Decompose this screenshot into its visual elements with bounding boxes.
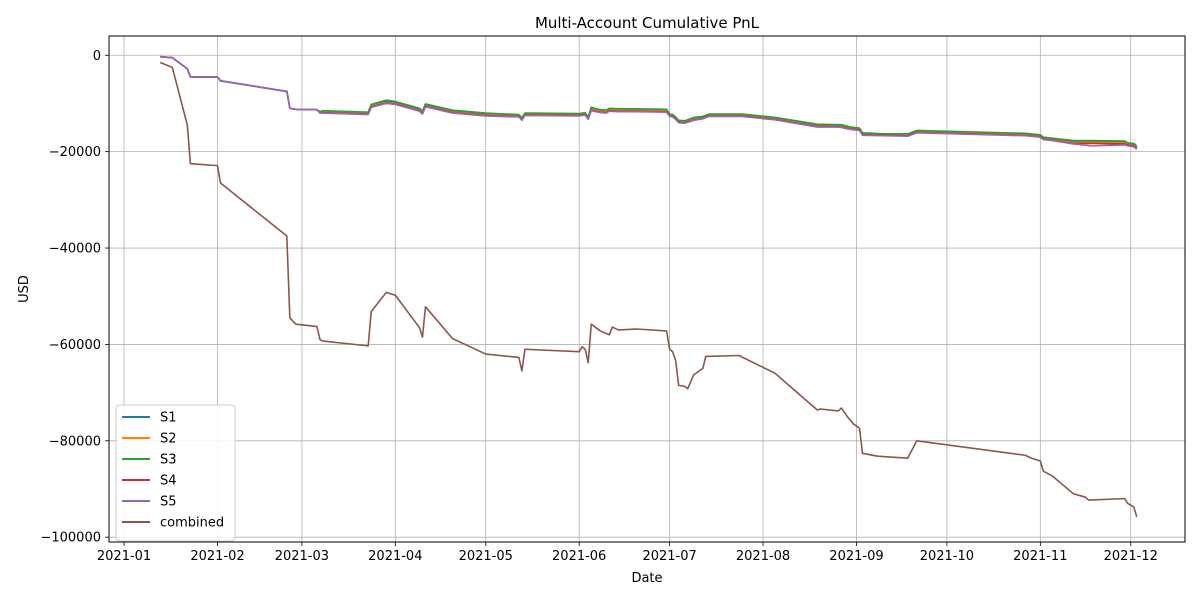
- x-tick-label: 2021-06: [552, 549, 606, 564]
- x-tick-label: 2021-02: [190, 549, 244, 564]
- y-axis-ticks: 0 −20000 −40000 −60000 −80000 −100000: [40, 49, 109, 546]
- legend-label-S2: S2: [160, 432, 177, 447]
- series-line-S3: [160, 55, 1138, 147]
- y-tick-label: −80000: [49, 434, 101, 449]
- legend: S1 S2 S3 S4 S5 combined: [115, 404, 236, 542]
- x-tick-label: 2021-04: [368, 549, 422, 564]
- series-lines: [159, 55, 1138, 518]
- x-tick-label: 2021-12: [1104, 549, 1158, 564]
- grid: [109, 36, 1185, 542]
- x-tick-label: 2021-03: [275, 549, 329, 564]
- y-tick-label: 0: [93, 49, 101, 64]
- chart-title: Multi-Account Cumulative PnL: [535, 14, 760, 32]
- x-tick-label: 2021-08: [736, 549, 790, 564]
- legend-label-S4: S4: [160, 474, 177, 489]
- legend-label-S5: S5: [160, 495, 177, 510]
- x-tick-label: 2021-09: [829, 549, 883, 564]
- legend-label-combined: combined: [160, 516, 224, 531]
- y-tick-label: −100000: [40, 531, 101, 546]
- y-tick-label: −20000: [49, 145, 101, 160]
- x-tick-label: 2021-05: [459, 549, 513, 564]
- series-line-combined: [159, 61, 1138, 518]
- y-tick-label: −60000: [49, 338, 101, 353]
- y-axis-label: USD: [17, 275, 32, 303]
- series-line-S5: [160, 55, 1138, 150]
- x-axis-label: Date: [631, 571, 662, 586]
- y-tick-label: −40000: [49, 242, 101, 257]
- x-tick-label: 2021-11: [1013, 549, 1067, 564]
- x-axis-ticks: 2021-01 2021-02 2021-03 2021-04 2021-05 2021-…: [97, 542, 1158, 564]
- legend-label-S1: S1: [160, 411, 177, 426]
- legend-label-S3: S3: [160, 453, 177, 468]
- plot-frame: [108, 35, 1186, 543]
- x-tick-label: 2021-01: [97, 549, 151, 564]
- x-tick-label: 2021-07: [642, 549, 696, 564]
- x-tick-label: 2021-10: [920, 549, 974, 564]
